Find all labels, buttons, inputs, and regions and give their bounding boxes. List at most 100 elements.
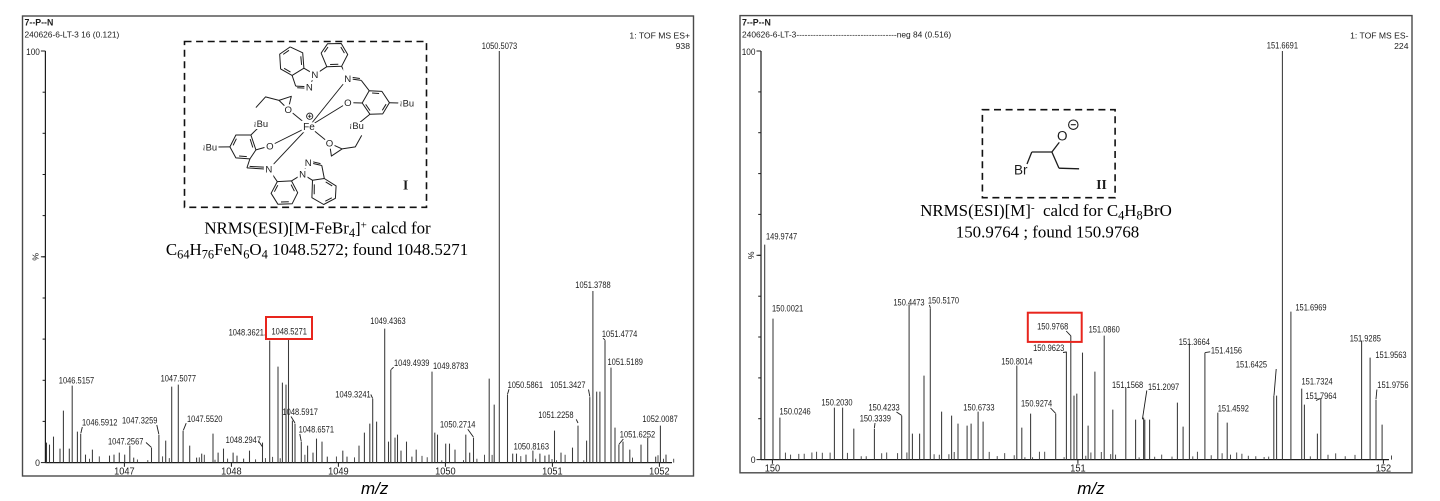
- svg-text:150.2030: 150.2030: [821, 398, 852, 408]
- svg-text:1052.0087: 1052.0087: [642, 414, 677, 424]
- svg-text:150.9623: 150.9623: [1033, 343, 1064, 353]
- svg-text:150: 150: [765, 464, 781, 475]
- svg-text:N: N: [265, 165, 272, 176]
- svg-text:NRMS(ESI)[M]- calcd for C4H8B: NRMS(ESI)[M]- calcd for C4H8BrO: [920, 201, 1172, 223]
- svg-text:150.9768: 150.9768: [1037, 322, 1068, 332]
- svg-text:1: TOF MS ES+: 1: TOF MS ES+: [629, 31, 690, 41]
- svg-text:151.9285: 151.9285: [1350, 334, 1381, 344]
- svg-text:149.9747: 149.9747: [766, 232, 797, 242]
- svg-text:II: II: [1096, 177, 1107, 192]
- svg-text:151.9756: 151.9756: [1377, 380, 1408, 390]
- svg-text:1051.5189: 1051.5189: [608, 357, 643, 367]
- svg-text:150.9274: 150.9274: [1021, 399, 1052, 409]
- svg-text:N: N: [344, 74, 351, 85]
- svg-text:tBu: tBu: [254, 118, 268, 129]
- svg-text:7--P--N: 7--P--N: [25, 18, 54, 28]
- svg-text:240626-6-LT-3 16 (0.121): 240626-6-LT-3 16 (0.121): [25, 30, 120, 40]
- svg-text:151.6425: 151.6425: [1236, 360, 1267, 370]
- svg-text:0: 0: [751, 454, 756, 465]
- svg-text:tBu: tBu: [203, 141, 217, 152]
- svg-text:tBu: tBu: [400, 97, 414, 108]
- svg-text:1052: 1052: [649, 467, 670, 478]
- svg-text:1048.3621.: 1048.3621.: [229, 328, 266, 338]
- svg-text:150.8014: 150.8014: [1001, 357, 1032, 367]
- svg-text:151.2097: 151.2097: [1148, 382, 1179, 392]
- svg-text:1047.3259: 1047.3259: [122, 416, 157, 426]
- svg-text:1051.6252: 1051.6252: [620, 429, 655, 439]
- svg-text:1046.5157: 1046.5157: [59, 376, 94, 386]
- svg-text:1051.2258: 1051.2258: [538, 410, 573, 420]
- svg-text:1051.4774: 1051.4774: [602, 329, 637, 339]
- svg-text:1048.5271: 1048.5271: [272, 326, 307, 336]
- svg-text:N: N: [311, 70, 318, 81]
- svg-text:C64H76FeN6O4 1048.5272; found: C64H76FeN6O4 1048.5272; found 1048.5271: [166, 240, 468, 262]
- svg-text:1050.8163: 1050.8163: [514, 442, 549, 452]
- svg-text:151.1568: 151.1568: [1112, 380, 1143, 390]
- svg-text:1047.5520: 1047.5520: [187, 414, 222, 424]
- svg-text:0: 0: [35, 457, 40, 468]
- svg-text:1049: 1049: [328, 467, 349, 478]
- svg-text:150.4473: 150.4473: [893, 298, 924, 308]
- svg-text:m/z: m/z: [1077, 479, 1105, 498]
- svg-text:7--P--N: 7--P--N: [742, 17, 771, 27]
- svg-text:1051.3788: 1051.3788: [575, 280, 610, 290]
- svg-text:1051.3427: 1051.3427: [550, 380, 585, 390]
- svg-text:m/z: m/z: [361, 479, 389, 498]
- svg-text:NRMS(ESI)[M-FeBr4]+ calcd for: NRMS(ESI)[M-FeBr4]+ calcd for: [204, 219, 431, 241]
- svg-text:150.4233: 150.4233: [869, 403, 900, 413]
- svg-text:1051: 1051: [542, 467, 563, 478]
- svg-text:1048.5917: 1048.5917: [283, 407, 318, 417]
- svg-text:1046.5912: 1046.5912: [82, 418, 117, 428]
- svg-text:1048: 1048: [221, 467, 242, 478]
- svg-text:1050.5073: 1050.5073: [482, 41, 517, 51]
- svg-text:1048.2947: 1048.2947: [226, 435, 261, 445]
- svg-text:150.3339: 150.3339: [860, 414, 891, 424]
- svg-text:O: O: [266, 142, 273, 153]
- svg-text:151.4592: 151.4592: [1218, 404, 1249, 414]
- svg-text:1049.4939: 1049.4939: [394, 358, 429, 368]
- svg-text:150.0021: 150.0021: [772, 304, 803, 314]
- svg-text:224: 224: [1394, 41, 1409, 51]
- svg-text:1048.6571: 1048.6571: [299, 425, 334, 435]
- svg-text:938: 938: [676, 41, 691, 51]
- svg-text:%: %: [30, 253, 40, 261]
- svg-text:1050.5861: 1050.5861: [508, 380, 543, 390]
- svg-text:O: O: [284, 105, 291, 116]
- svg-text:O: O: [344, 98, 351, 109]
- svg-text:100: 100: [26, 46, 40, 57]
- svg-text:152: 152: [1376, 464, 1391, 475]
- svg-text:150.5170: 150.5170: [928, 296, 959, 306]
- svg-text:151.9563: 151.9563: [1375, 350, 1406, 360]
- svg-text:1049.8783: 1049.8783: [433, 361, 468, 371]
- svg-text:150.0246: 150.0246: [780, 407, 811, 417]
- svg-text:151.7324: 151.7324: [1302, 377, 1333, 387]
- svg-text:N: N: [305, 158, 312, 169]
- svg-text:151.6691: 151.6691: [1267, 41, 1298, 51]
- svg-text:1050.2714: 1050.2714: [440, 420, 475, 430]
- svg-text:1049.4363: 1049.4363: [370, 316, 405, 326]
- svg-text:150.9764 ; found 150.9768: 150.9764 ; found 150.9768: [956, 223, 1139, 242]
- svg-text:151.7964: 151.7964: [1305, 391, 1336, 401]
- svg-text:I: I: [403, 177, 408, 192]
- svg-text:100: 100: [742, 46, 756, 57]
- svg-text:N: N: [299, 170, 306, 181]
- svg-text:1047.5077: 1047.5077: [161, 374, 196, 384]
- svg-text:151.6969: 151.6969: [1295, 303, 1326, 313]
- svg-text:Br: Br: [1014, 163, 1028, 178]
- svg-text:1049.3241: 1049.3241: [335, 390, 370, 400]
- svg-text:151.3664: 151.3664: [1179, 337, 1210, 347]
- svg-text:%: %: [746, 251, 756, 259]
- svg-text:240626-6-LT-3-----------------: 240626-6-LT-3---------------------------…: [742, 29, 951, 39]
- svg-text:Fe: Fe: [303, 122, 315, 133]
- svg-text:N: N: [306, 82, 313, 93]
- svg-text:151.4156: 151.4156: [1211, 346, 1242, 356]
- svg-text:1047: 1047: [114, 467, 135, 478]
- svg-text:1: TOF MS ES-: 1: TOF MS ES-: [1350, 30, 1409, 40]
- svg-text:151: 151: [1070, 464, 1086, 475]
- svg-text:O: O: [1057, 128, 1068, 143]
- svg-text:1047.2567: 1047.2567: [108, 437, 143, 447]
- svg-text:1050: 1050: [435, 467, 456, 478]
- svg-text:150.6733: 150.6733: [963, 403, 994, 413]
- svg-text:151.0860: 151.0860: [1089, 325, 1120, 335]
- svg-text:O: O: [326, 139, 333, 150]
